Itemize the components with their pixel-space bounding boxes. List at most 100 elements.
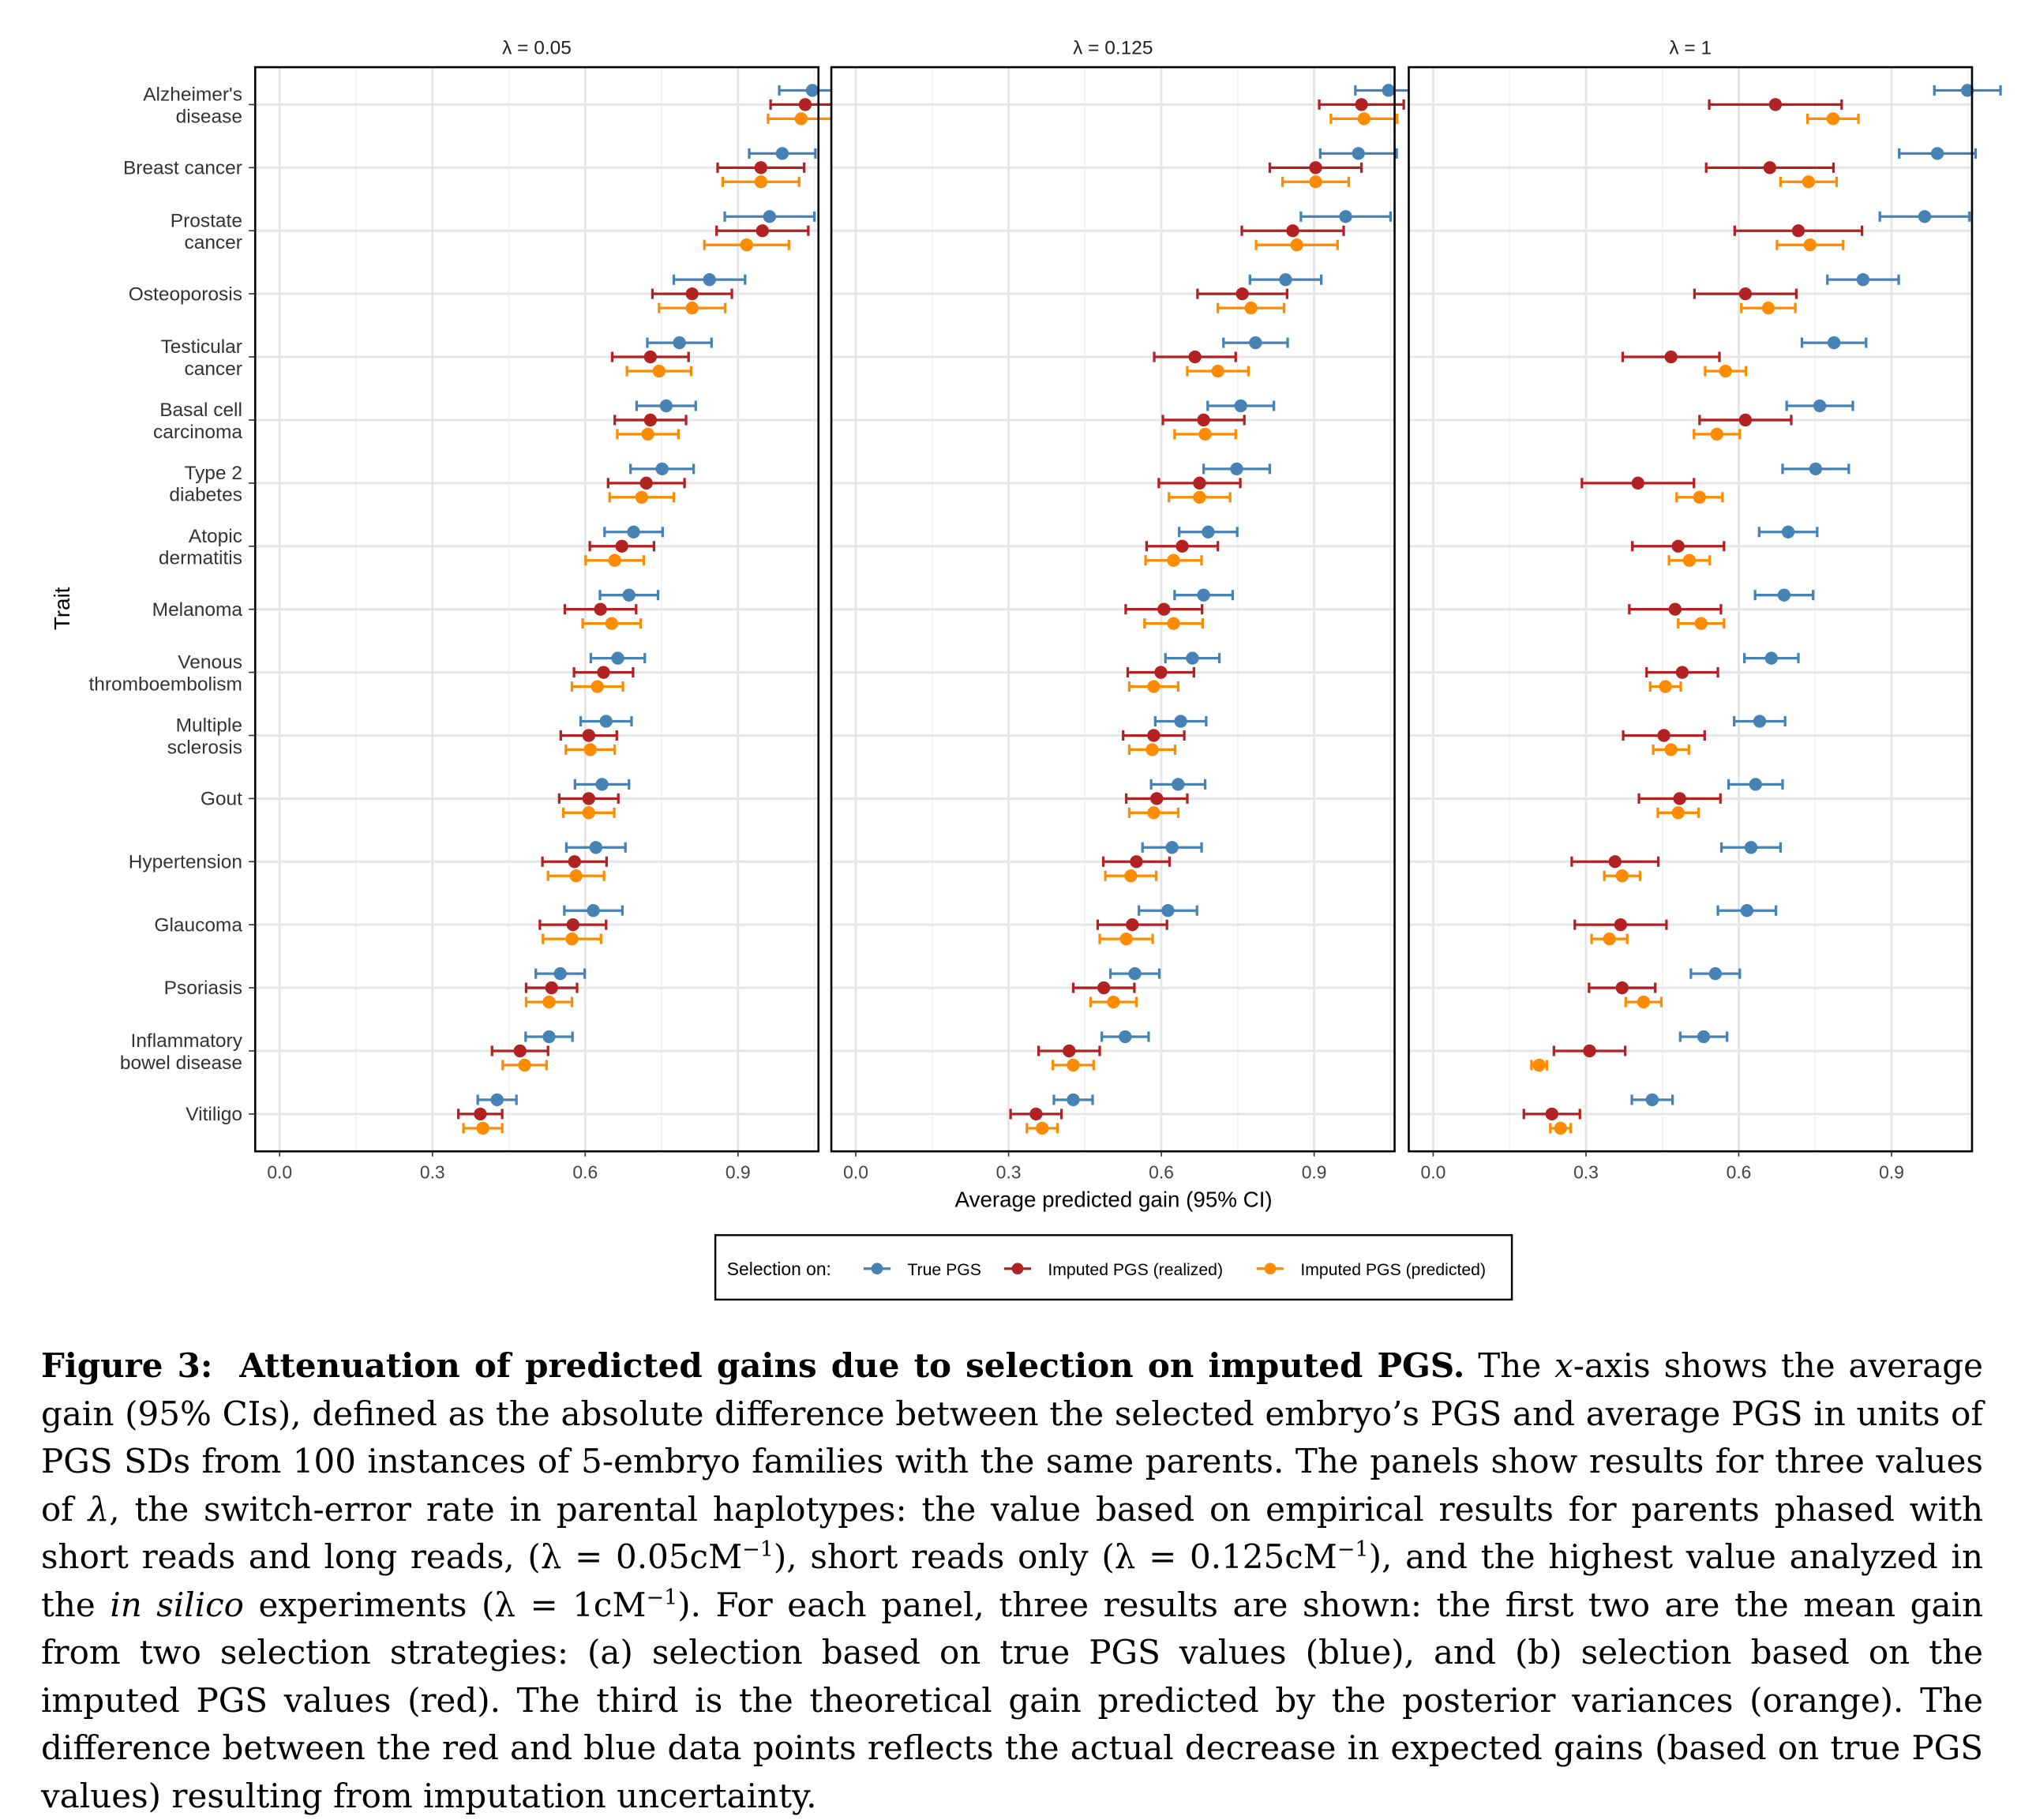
data-point-true (1689, 966, 1742, 981)
legend-label: Imputed PGS (realized) (1048, 1261, 1223, 1279)
data-point-predicted (1254, 238, 1339, 252)
data-point-true (1108, 966, 1161, 981)
point-marker (1673, 792, 1686, 805)
point-marker (1145, 743, 1159, 756)
point-marker (1352, 147, 1365, 160)
point-marker (775, 147, 789, 160)
point-marker (1244, 301, 1258, 315)
point-marker (1603, 932, 1616, 946)
point-marker (659, 399, 673, 413)
data-point-predicted (1217, 301, 1286, 315)
data-point-realized (1588, 981, 1657, 995)
data-point-predicted (1667, 554, 1712, 567)
data-point-realized (1196, 287, 1289, 301)
trait-label-line: Venous (178, 652, 242, 674)
point-marker (1719, 364, 1732, 378)
data-point-realized (1704, 161, 1835, 174)
point-marker (1119, 932, 1133, 946)
data-point-predicted (608, 490, 676, 504)
point-marker (1637, 995, 1651, 1009)
data-point-predicted (1740, 301, 1797, 315)
data-point-true (1733, 715, 1787, 728)
point-marker (756, 224, 769, 238)
point-marker (1749, 778, 1762, 791)
data-point-realized (1522, 1107, 1581, 1121)
point-marker (599, 715, 613, 728)
point-marker (1186, 651, 1199, 665)
trait-label: Osteoporosis (129, 283, 242, 305)
caption-sup: −1 (646, 1585, 678, 1610)
data-point-realized (1645, 666, 1719, 679)
data-point-realized (1122, 729, 1186, 742)
trait-label: Hypertension (129, 851, 242, 872)
point-marker (703, 273, 716, 287)
legend-label: True PGS (907, 1261, 981, 1279)
data-point-true (603, 525, 664, 538)
point-marker (594, 602, 607, 616)
trait-label-line: Basal cell (159, 400, 242, 421)
data-point-realized (1708, 98, 1843, 111)
point-marker (1234, 399, 1247, 413)
point-marker (1781, 525, 1795, 538)
trait-label: Type 2 diabetes (169, 463, 242, 506)
trait-label: Multiple sclerosis (167, 715, 242, 759)
x-tick-label: 0.0 (843, 1161, 868, 1182)
data-point-true (1878, 210, 1971, 223)
point-marker (1764, 651, 1778, 665)
caption-xvar: x (1554, 1346, 1573, 1385)
trait-label-line: disease (176, 106, 242, 127)
data-point-predicted (703, 238, 790, 252)
point-marker (1668, 602, 1682, 616)
data-point-predicted (581, 617, 643, 630)
panel-title: λ = 0.125 (1073, 38, 1153, 59)
trait-label: Alzheimer's disease (143, 84, 242, 128)
data-point-true (1318, 147, 1398, 160)
point-marker (1193, 476, 1206, 490)
data-point-predicted (616, 427, 680, 441)
data-point-realized (1124, 792, 1189, 805)
data-point-true (589, 651, 647, 665)
data-point-realized (1157, 476, 1242, 490)
point-marker (1615, 869, 1629, 883)
x-tick-label: 0.6 (572, 1161, 598, 1182)
data-point-realized (490, 1044, 549, 1058)
point-marker (1918, 210, 1932, 223)
y-axis-title: Trait (50, 587, 74, 630)
trait-label-line: Osteoporosis (129, 283, 242, 305)
legend-item-true: True PGS (863, 1261, 981, 1279)
data-point-predicted (1779, 175, 1838, 189)
point-marker (1657, 729, 1670, 742)
trait-label-line: Inflammatory (131, 1030, 243, 1052)
point-marker (805, 84, 819, 97)
point-marker (1150, 792, 1164, 805)
point-marker (1198, 427, 1212, 441)
point-marker (1130, 855, 1143, 869)
point-marker (1197, 588, 1210, 602)
trait-label: Prostate cancer (171, 210, 242, 253)
point-marker (1097, 981, 1111, 995)
point-marker (1167, 617, 1180, 630)
point-marker (587, 904, 600, 918)
data-point-true (1153, 715, 1208, 728)
trait-label-line: carcinoma (153, 422, 242, 443)
trait-label-line: bowel disease (120, 1053, 242, 1074)
point-marker (569, 869, 583, 883)
data-point-realized (1161, 413, 1246, 427)
x-tick-label: 0.9 (726, 1161, 751, 1182)
trait-label-line: thromboembolism (88, 674, 242, 695)
data-point-predicted (1656, 806, 1700, 820)
data-point-true (1206, 399, 1276, 413)
point-marker (673, 336, 686, 350)
point-marker (1682, 554, 1697, 567)
point-marker (754, 161, 768, 174)
data-point-predicted (1168, 490, 1232, 504)
point-marker (1235, 287, 1249, 301)
point-marker (1583, 1044, 1596, 1058)
point-marker (1174, 715, 1187, 728)
data-point-predicted (1693, 427, 1742, 441)
point-marker (1211, 364, 1224, 378)
point-marker (565, 932, 579, 946)
point-marker (591, 680, 604, 693)
point-marker (1167, 554, 1180, 567)
point-marker (1740, 904, 1753, 918)
